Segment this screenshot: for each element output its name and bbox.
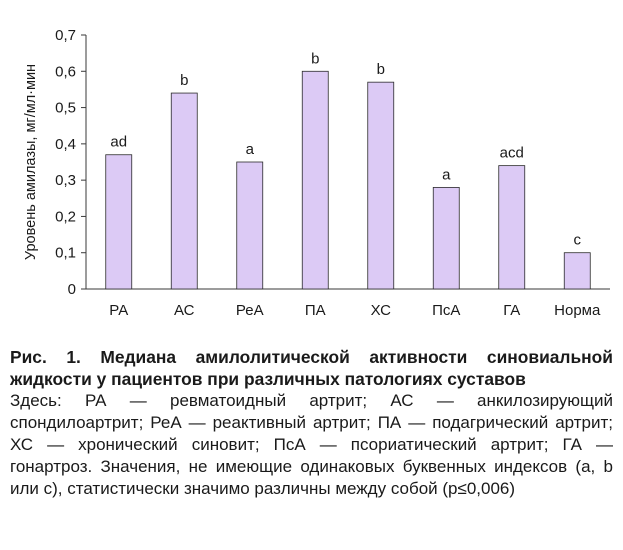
figure-caption: Рис. 1. Медиана амилолитической активнос… (10, 346, 613, 500)
bar (498, 165, 526, 290)
y-tick-label: 0,2 (55, 208, 76, 225)
x-tick-label: РА (109, 302, 128, 319)
bar (367, 81, 395, 290)
x-tick-label: АС (174, 302, 195, 319)
bar-annotation: b (311, 50, 319, 67)
bar-chart: 0 0,1 0,2 0,3 0,4 0,5 0,6 0,7 Уровень амилазы, м… (23, 27, 610, 319)
y-tick-label: 0,4 (55, 136, 76, 153)
bar-annotation: c (574, 232, 582, 249)
bar-annotation: ad (110, 134, 127, 151)
y-tick-label: 0,3 (55, 172, 76, 189)
bar (432, 186, 460, 290)
y-tick-label: 0 (68, 281, 76, 298)
bar (105, 154, 133, 290)
chart-area: 0 0,1 0,2 0,3 0,4 0,5 0,6 0,7 Уровень амилазы, м… (23, 27, 610, 319)
caption-note: Здесь: РА — ревматоидный артрит; АС — ан… (10, 391, 613, 498)
y-tick-label: 0,7 (55, 27, 76, 44)
bar-annotation: a (246, 141, 255, 158)
x-tick-label: ХС (371, 302, 392, 319)
bar (236, 161, 264, 290)
caption-title: Рис. 1. Медиана амилолитической активнос… (10, 347, 613, 389)
bar-annotation: acd (500, 145, 524, 162)
x-tick-label: РеА (236, 302, 264, 319)
bar-annotation: b (180, 72, 188, 89)
bar (563, 252, 591, 290)
bar-annotation: a (442, 166, 451, 183)
x-tick-label: ПА (305, 302, 326, 319)
bar-annotation: b (377, 61, 385, 78)
bar (170, 92, 198, 290)
y-tick-label: 0,6 (55, 63, 76, 80)
x-tick-label: ГА (503, 302, 520, 319)
x-tick-label: ПсА (432, 302, 460, 319)
y-tick-label: 0,5 (55, 100, 76, 117)
bar (301, 70, 329, 290)
y-axis-title: Уровень амилазы, мг/мл·мин (23, 64, 39, 260)
y-tick-label: 0,1 (55, 245, 76, 262)
x-tick-label: Норма (554, 302, 601, 319)
